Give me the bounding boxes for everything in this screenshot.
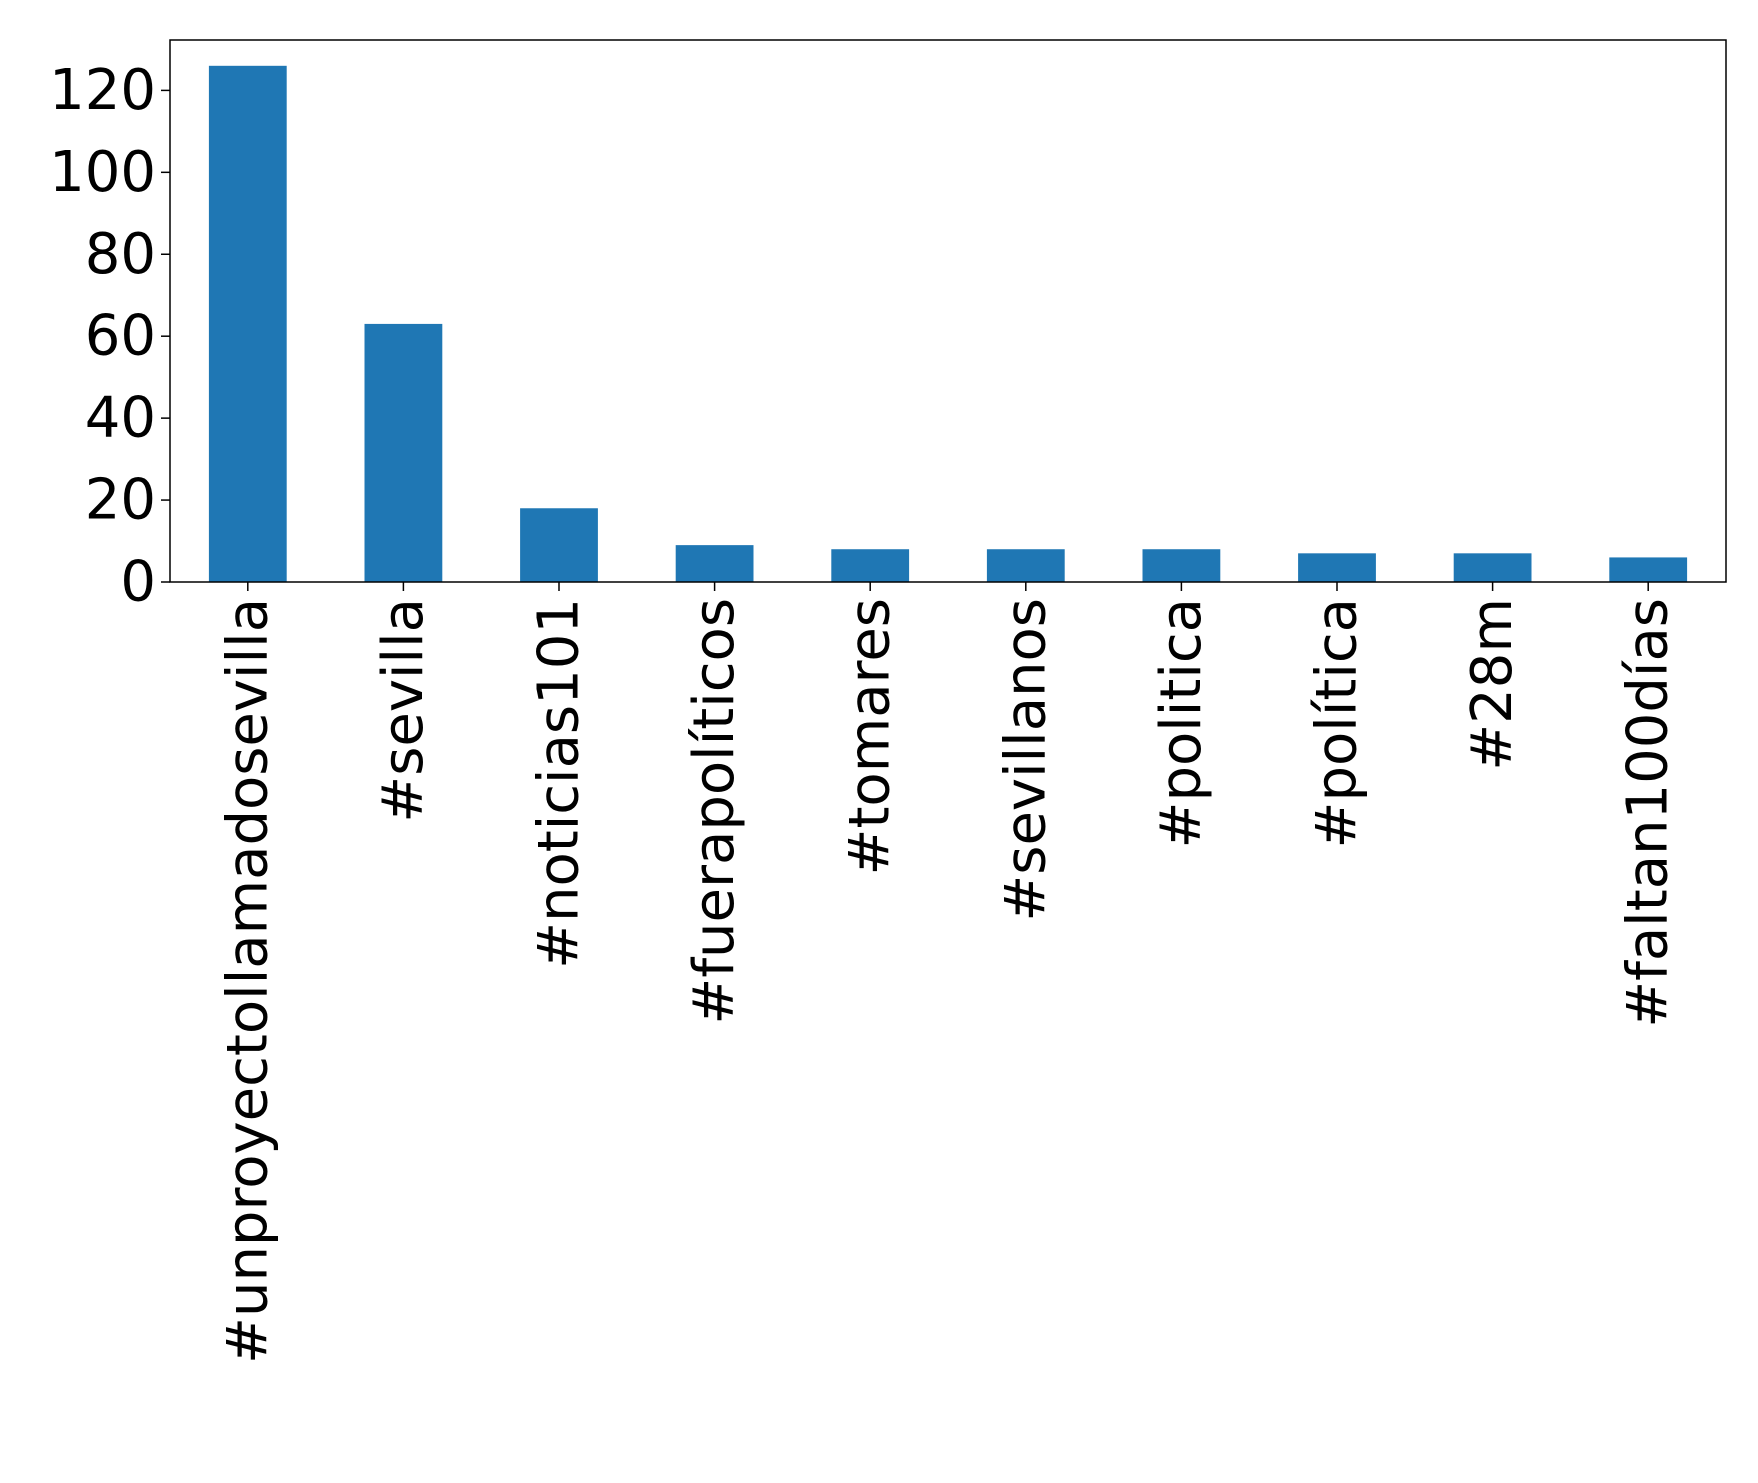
x-tick-label: #faltan100días bbox=[1616, 598, 1681, 1028]
bar-3 bbox=[520, 508, 598, 582]
x-tick-label: #fuerapolíticos bbox=[682, 598, 747, 1025]
y-tick-label: 120 bbox=[49, 58, 156, 123]
bars-group bbox=[208, 65, 1688, 583]
y-tick-label: 0 bbox=[120, 550, 156, 615]
x-tick-label: #tomares bbox=[838, 598, 903, 875]
y-axis: 0 20 40 60 80 100 120 bbox=[49, 58, 170, 615]
x-tick-label: #política bbox=[1305, 598, 1370, 848]
x-axis: #unproyectollamadosevilla #sevilla #notici… bbox=[215, 582, 1681, 1364]
x-tick-label: #sevillanos bbox=[993, 598, 1058, 922]
bar-1 bbox=[208, 65, 287, 583]
bar-2 bbox=[364, 323, 443, 582]
bar-8 bbox=[1298, 553, 1376, 582]
y-tick-label: 20 bbox=[85, 468, 156, 533]
x-tick-label: #sevilla bbox=[371, 598, 436, 823]
x-tick-label: #noticias101 bbox=[527, 598, 592, 969]
bar-9 bbox=[1453, 553, 1532, 582]
bar-7 bbox=[1142, 549, 1221, 582]
x-tick-label: #28m bbox=[1460, 598, 1525, 771]
plot-frame bbox=[169, 39, 1727, 583]
x-tick-label: #unproyectollamadosevilla bbox=[215, 598, 280, 1364]
y-tick-label: 100 bbox=[49, 140, 156, 205]
bar-10 bbox=[1609, 557, 1688, 582]
x-tick-label: #politica bbox=[1149, 598, 1214, 848]
bar-4 bbox=[675, 545, 754, 582]
y-tick-label: 40 bbox=[85, 386, 156, 451]
bar-5 bbox=[831, 549, 910, 582]
y-tick-label: 80 bbox=[85, 222, 156, 287]
y-tick-label: 60 bbox=[85, 304, 156, 369]
bar-6 bbox=[986, 549, 1065, 582]
